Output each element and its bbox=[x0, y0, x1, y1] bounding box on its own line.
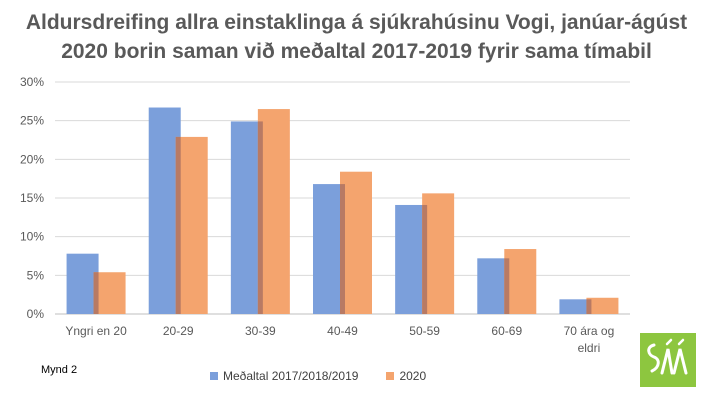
y-tick-label: 25% bbox=[20, 114, 44, 128]
bar-overlap bbox=[340, 184, 345, 314]
bar-average bbox=[66, 253, 99, 314]
legend-label-average: Meðaltal 2017/2018/2019 bbox=[223, 369, 359, 383]
bar-2020 bbox=[504, 249, 537, 314]
legend-swatch-average bbox=[210, 372, 218, 380]
chart-legend: Meðaltal 2017/2018/2019 2020 bbox=[210, 369, 454, 383]
x-tick-label: 70 ára og bbox=[564, 324, 615, 338]
bar-average bbox=[148, 107, 181, 315]
x-tick-label: Yngri en 20 bbox=[65, 324, 127, 338]
bar-2020 bbox=[422, 193, 455, 314]
bar-2020 bbox=[175, 136, 208, 314]
bar-overlap bbox=[422, 204, 428, 314]
x-tick-label: eldri bbox=[578, 341, 601, 355]
bar-average bbox=[559, 299, 592, 314]
chart-title-line-2: 2020 borin saman við meðaltal 2017-2019 … bbox=[61, 40, 652, 63]
bar-average bbox=[477, 258, 510, 314]
chart-title: Aldursdreifing allra einstaklinga á sjúk… bbox=[0, 8, 713, 66]
y-tick-label: 10% bbox=[20, 230, 44, 244]
bar-2020 bbox=[93, 272, 126, 314]
bar-overlap bbox=[257, 121, 263, 314]
bar-2020 bbox=[257, 109, 290, 314]
legend-item-average: Meðaltal 2017/2018/2019 bbox=[210, 369, 358, 383]
chart-title-line-1: Aldursdreifing allra einstaklinga á sjúk… bbox=[25, 11, 688, 34]
bar-overlap bbox=[93, 272, 99, 314]
x-tick-label: 50-59 bbox=[409, 324, 440, 338]
y-tick-label: 30% bbox=[20, 75, 44, 89]
x-tick-label: 20-29 bbox=[163, 324, 194, 338]
legend-swatch-2020 bbox=[386, 372, 395, 380]
bar-average bbox=[395, 204, 428, 314]
x-tick-label: 30-39 bbox=[245, 324, 276, 338]
x-tick-label: 60-69 bbox=[491, 324, 522, 338]
y-tick-label: 5% bbox=[27, 268, 45, 282]
bar-average bbox=[313, 184, 345, 314]
bar-overlap bbox=[504, 258, 510, 314]
legend-item-2020: 2020 bbox=[386, 369, 426, 383]
figure-label: Mynd 2 bbox=[41, 364, 78, 376]
bar-2020 bbox=[340, 171, 372, 314]
y-tick-label: 0% bbox=[27, 307, 45, 321]
saa-logo bbox=[640, 333, 696, 387]
y-tick-label: 15% bbox=[20, 191, 44, 205]
bar-overlap bbox=[586, 299, 592, 314]
y-tick-label: 20% bbox=[20, 152, 44, 166]
bar-average bbox=[230, 121, 263, 314]
x-tick-label: 40-49 bbox=[327, 324, 358, 338]
legend-label-2020: 2020 bbox=[399, 369, 427, 383]
bar-overlap bbox=[175, 136, 181, 314]
bar-2020 bbox=[586, 297, 619, 314]
